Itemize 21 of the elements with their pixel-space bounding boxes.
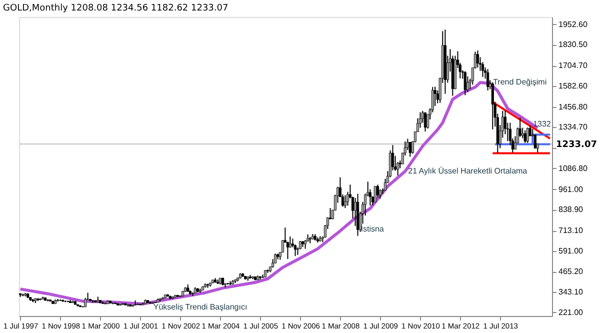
y-tick-label: 1456.80 [558,102,588,112]
annotation: 1332 [533,120,552,129]
y-tick-label: 1086.80 [558,164,588,173]
y-tick-label: 961.00 [558,184,584,194]
y-tick-label: 1582.60 [558,81,588,90]
annotation: Yükseliş Trendi Başlangıcı [153,302,248,312]
chart-title: GOLD,Monthly 1208.08 1234.56 1182.62 1233.07 [3,3,228,14]
y-tick-label: 1830.50 [558,40,588,50]
y-tick-label: 1334.70 [558,122,588,132]
y-tick-label: 465.20 [558,267,584,276]
y-tick-label: 1704.70 [558,61,588,70]
ref-line-label: 1233.07 [556,140,597,150]
y-tick-label: 1952.60 [558,20,588,29]
y-tick-label: 713.10 [558,226,584,236]
y-tick-label: 591.00 [558,246,584,256]
annotation: İstisna [360,224,384,234]
annotation: 21 Aylık Üssel Hareketli Ortalama [408,166,528,176]
y-tick-label: 838.90 [558,205,584,214]
annotation: Trend Değişimi [493,78,547,87]
y-tick-label: 221.00 [558,308,584,317]
y-tick-label: 343.10 [558,288,584,297]
